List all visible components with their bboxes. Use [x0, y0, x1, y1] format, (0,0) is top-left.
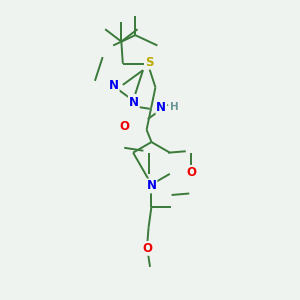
- Text: N: N: [146, 179, 157, 192]
- Text: N: N: [129, 95, 139, 109]
- Text: H: H: [169, 102, 178, 112]
- Text: O: O: [142, 242, 152, 255]
- Text: S: S: [145, 56, 154, 69]
- Text: N: N: [156, 100, 166, 114]
- Text: N: N: [109, 80, 118, 92]
- Text: O: O: [119, 120, 129, 133]
- Text: O: O: [186, 166, 196, 179]
